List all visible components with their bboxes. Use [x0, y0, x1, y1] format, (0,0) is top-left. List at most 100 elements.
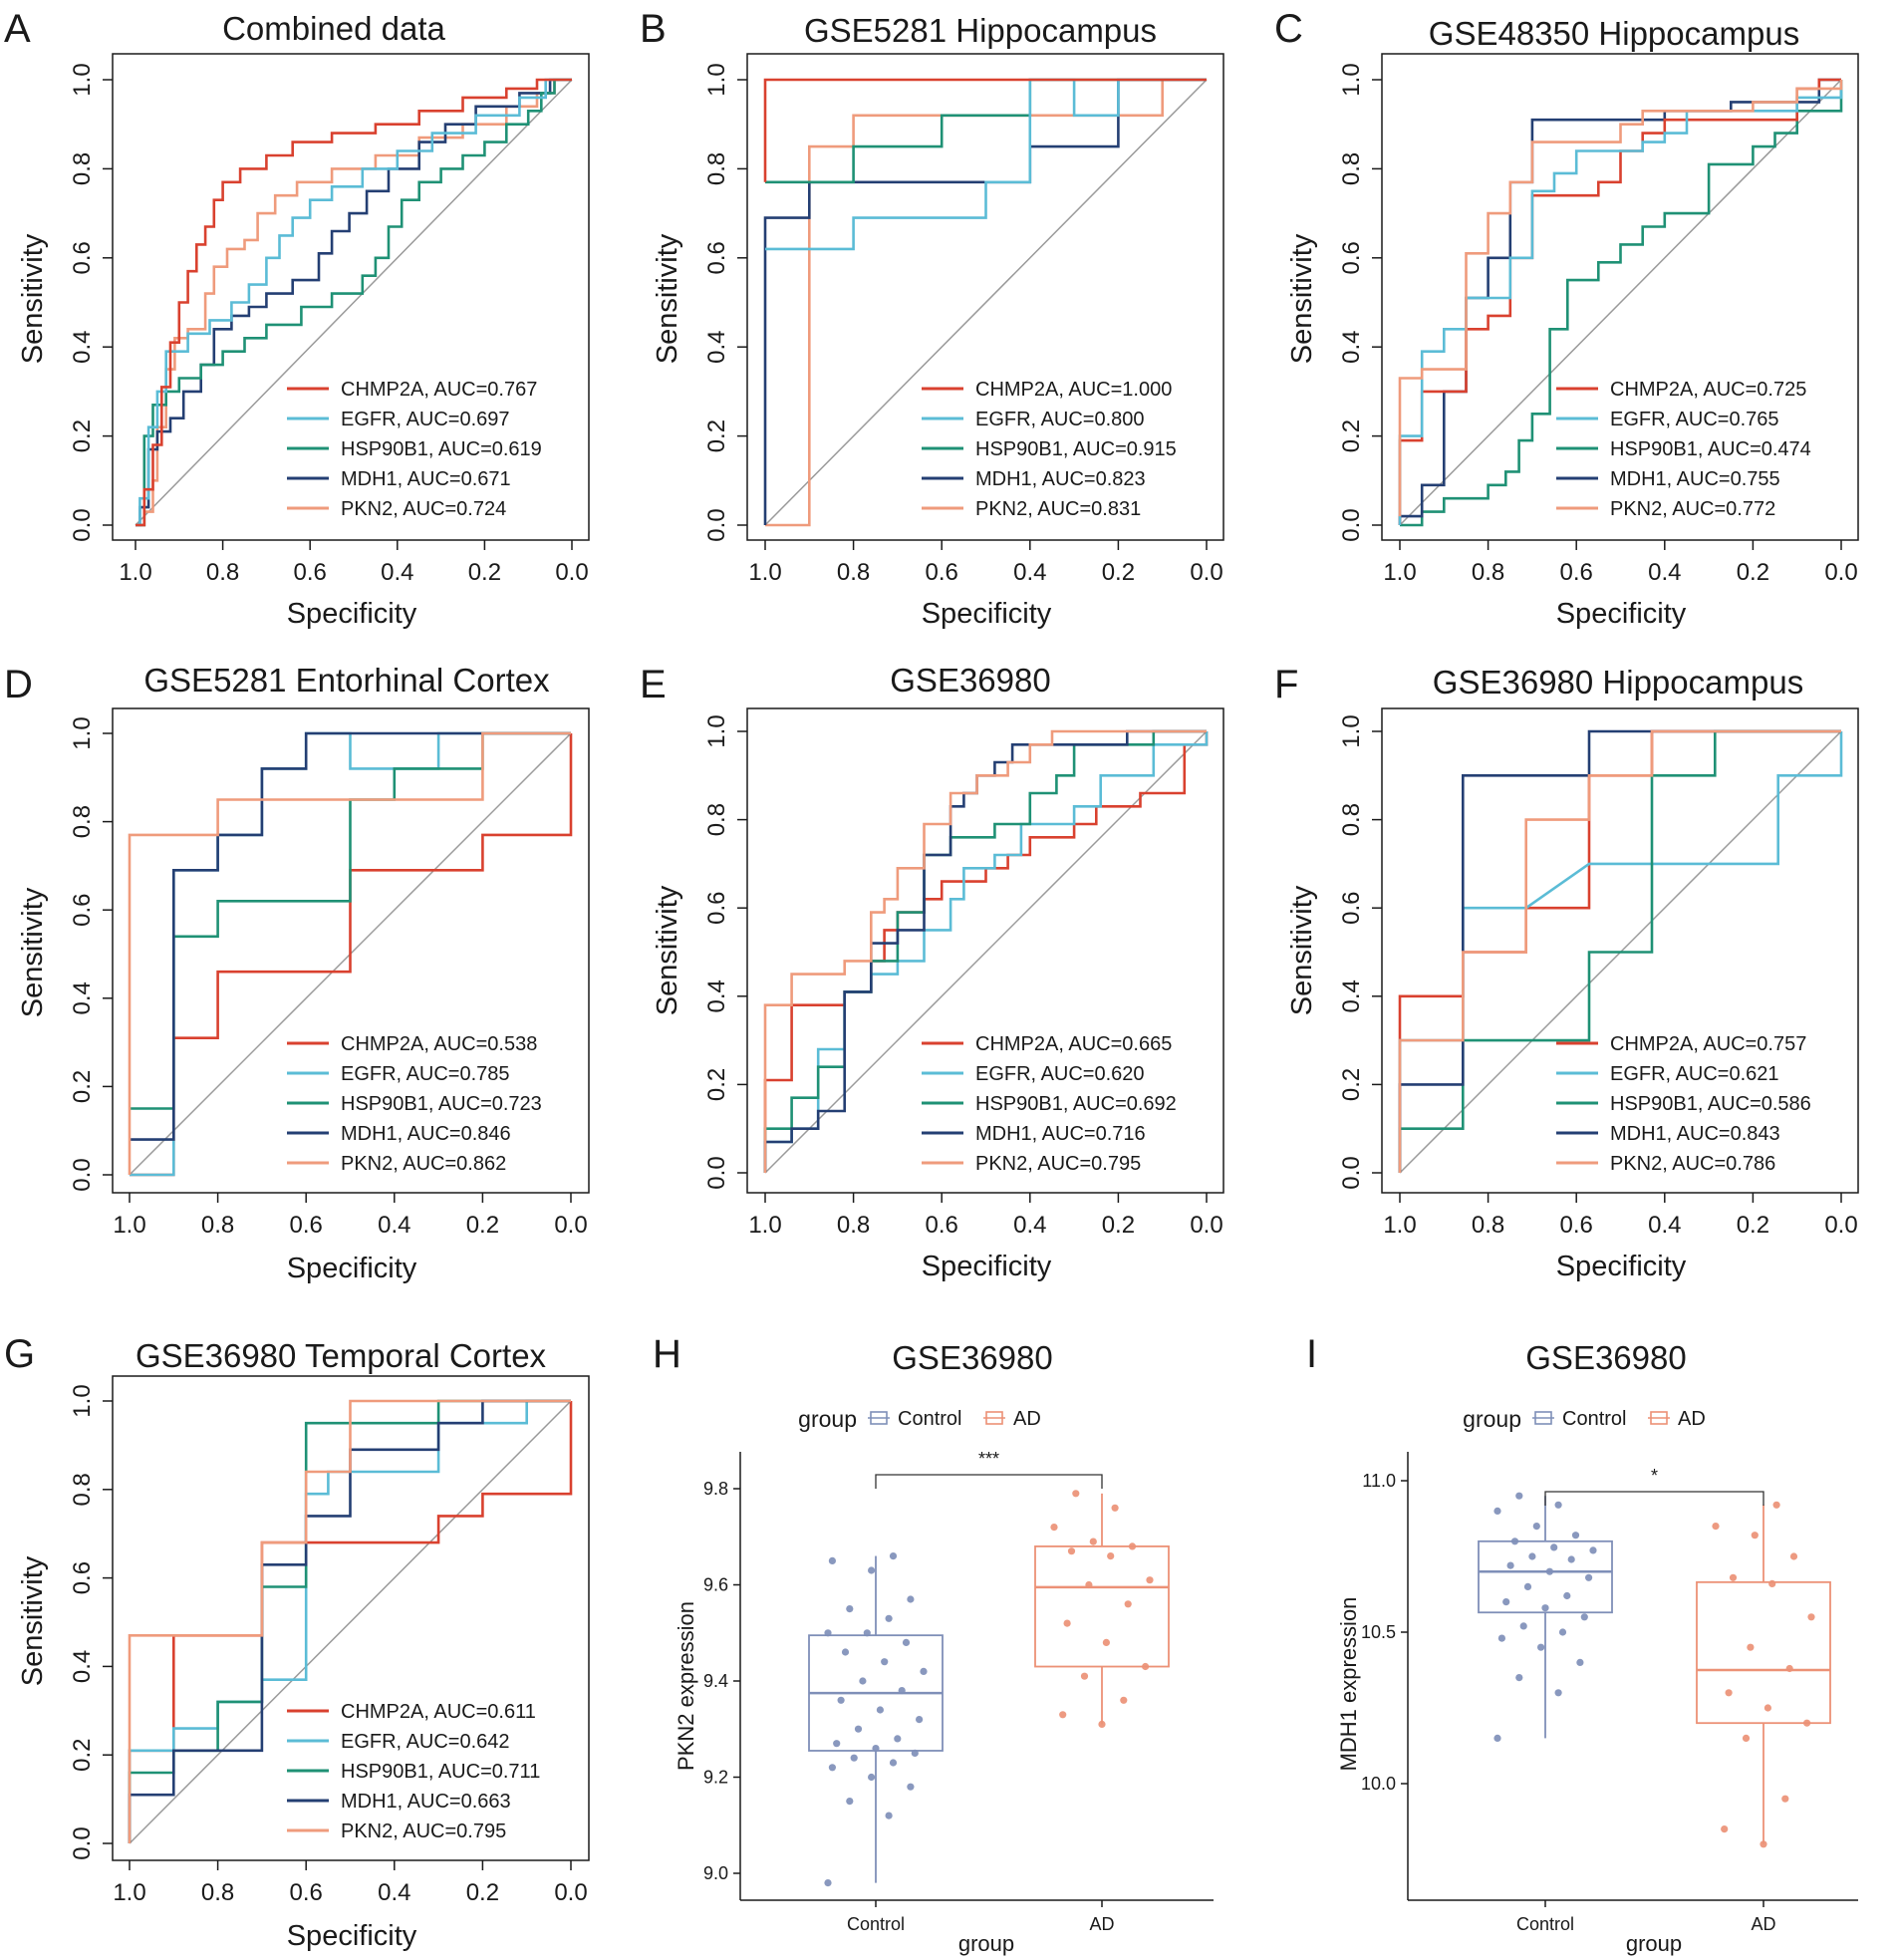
legend-label: HSP90B1, AUC=0.619: [341, 438, 542, 460]
roc-curve-chmp2a: [1398, 78, 1841, 525]
y-tick-label: 1.0: [1338, 63, 1365, 96]
legend-label: PKN2, AUC=0.831: [975, 498, 1141, 520]
x-tick-label: 0.6: [926, 559, 958, 586]
legend-label: PKN2, AUC=0.786: [1610, 1153, 1775, 1175]
x-tick-label: 0.2: [466, 1879, 499, 1906]
box-body: [1696, 1580, 1831, 1725]
x-axis-title: Specificity: [1556, 1251, 1687, 1282]
y-axis-title: Sensitivity: [652, 233, 683, 364]
data-point-control: [1589, 1546, 1597, 1554]
data-point-ad: [1089, 1538, 1097, 1545]
data-point-ad: [1080, 1672, 1089, 1680]
legend-label: AD: [1678, 1408, 1706, 1430]
panel-d: D GSE5281 Entorhinal Cortex 1.0 0.8 0.6 0.4…: [4, 662, 590, 1284]
panel-title: GSE36980 Hippocampus: [1433, 664, 1803, 700]
y-tick-label: 10.5: [1361, 1622, 1396, 1642]
x-tick-label: 0.0: [554, 1212, 587, 1239]
panel-letter: B: [640, 7, 667, 51]
significance-label: ***: [978, 1449, 999, 1469]
data-point-ad: [1751, 1532, 1759, 1540]
panel-letter: H: [653, 1332, 681, 1376]
reference-diagonal: [764, 79, 1208, 526]
y-tick-label: 1.0: [69, 716, 96, 749]
data-point-control: [824, 1879, 832, 1887]
data-point-ad: [1072, 1490, 1080, 1498]
y-tick-label: 0.4: [1338, 331, 1365, 364]
roc-plot-area: 1.0 0.8 0.6 0.4 0.2 0.0 0.0 0.2 0.4 0.6 0.8 1.0 CHMP…: [1338, 53, 1859, 586]
data-point-ad: [1142, 1662, 1150, 1671]
panel-title: GSE36980 Temporal Cortex: [136, 1337, 547, 1374]
roc-curve-hsp90b1: [136, 78, 572, 527]
roc-plot-area: 1.0 0.8 0.6 0.4 0.2 0.0 0.0 0.2 0.4 0.6 0.8 1.0 CHMP…: [69, 53, 590, 586]
x-tick-label: 0.2: [1102, 1212, 1135, 1239]
x-axis-title: Specificity: [287, 1920, 417, 1952]
panel-title: Combined data: [222, 10, 445, 47]
box-body: [1034, 1545, 1170, 1668]
x-tick-label: 0.6: [290, 1212, 323, 1239]
y-axis-title: Sensitivity: [1286, 885, 1318, 1015]
data-point-control: [872, 1745, 880, 1753]
data-point-ad: [1803, 1719, 1811, 1727]
data-point-ad: [1059, 1711, 1067, 1719]
y-tick-label: 0.8: [1338, 152, 1365, 185]
plot-frame: [112, 53, 590, 541]
data-point-control: [828, 1764, 837, 1772]
y-axis-title: Sensitivity: [17, 887, 49, 1017]
data-point-ad: [1807, 1613, 1815, 1621]
data-point-control: [1497, 1634, 1505, 1642]
data-point-ad: [1742, 1734, 1751, 1742]
legend-label: EGFR, AUC=0.642: [341, 1731, 510, 1753]
y-tick-label: 0.6: [1338, 241, 1365, 274]
reference-diagonal: [129, 1400, 572, 1844]
y-tick-label: 9.0: [703, 1863, 728, 1883]
y-tick-label: 0.2: [1338, 420, 1365, 452]
plot-frame: [1381, 707, 1859, 1194]
y-axis-title: Sensitivity: [17, 1555, 49, 1686]
y-tick-label: 9.6: [703, 1575, 728, 1595]
panel-letter: E: [640, 663, 667, 706]
data-point-control: [1580, 1613, 1588, 1621]
x-tick-label: AD: [1089, 1914, 1114, 1934]
x-tick-label: 0.0: [1824, 559, 1857, 586]
panel-letter: G: [4, 1332, 35, 1376]
data-point-ad: [1124, 1600, 1132, 1608]
legend-label: CHMP2A, AUC=0.538: [341, 1033, 537, 1055]
roc-curve-hsp90b1: [1400, 80, 1843, 527]
data-point-control: [833, 1740, 841, 1748]
panel-title: GSE5281 Entorhinal Cortex: [143, 662, 550, 699]
data-point-control: [1532, 1523, 1540, 1531]
x-tick-label: Control: [847, 1914, 905, 1934]
y-tick-label: 0.0: [703, 508, 730, 541]
legend-label: Control: [1562, 1408, 1626, 1430]
plot-frame: [746, 53, 1224, 541]
x-tick-label: 1.0: [748, 559, 781, 586]
data-point-control: [920, 1667, 928, 1675]
roc-curve-pkn2: [128, 1399, 571, 1843]
x-tick-label: 0.4: [1648, 1212, 1681, 1239]
roc-plot-area: 1.0 0.8 0.6 0.4 0.2 0.0 0.0 0.2 0.4 0.6 0.8 1.0 CHMP…: [703, 53, 1224, 586]
data-point-ad: [1725, 1689, 1733, 1697]
panel-g: G GSE36980 Temporal Cortex 1.0 0.8 0.6 0.4 0…: [4, 1332, 590, 1952]
y-tick-label: 0.6: [1338, 892, 1365, 925]
x-tick-label: 0.0: [1190, 559, 1222, 586]
data-point-control: [1554, 1501, 1562, 1509]
legend-label: EGFR, AUC=0.765: [1610, 409, 1779, 430]
roc-plot-area: 1.0 0.8 0.6 0.4 0.2 0.0 0.0 0.2 0.4 0.6 0.8 1.0 CHMP…: [1338, 707, 1859, 1239]
data-point-control: [1576, 1658, 1584, 1666]
legend-label: EGFR, AUC=0.697: [341, 409, 510, 430]
panel-letter: C: [1274, 7, 1303, 51]
legend-label: AD: [1013, 1408, 1041, 1430]
x-tick-label: 0.4: [1013, 559, 1046, 586]
data-point-ad: [1120, 1696, 1128, 1704]
legend-label: EGFR, AUC=0.621: [1610, 1063, 1779, 1085]
y-axis-title: MDH1 expression: [1336, 1597, 1361, 1772]
reference-diagonal: [764, 730, 1208, 1174]
y-tick-label: 11.0: [1362, 1471, 1396, 1491]
x-tick-label: 1.0: [1383, 1212, 1416, 1239]
data-point-ad: [1063, 1619, 1071, 1627]
data-point-control: [828, 1556, 837, 1564]
data-point-ad: [1760, 1840, 1767, 1848]
data-point-control: [846, 1798, 854, 1806]
x-tick-label: 0.8: [837, 1212, 870, 1239]
x-tick-label: 1.0: [1383, 559, 1416, 586]
